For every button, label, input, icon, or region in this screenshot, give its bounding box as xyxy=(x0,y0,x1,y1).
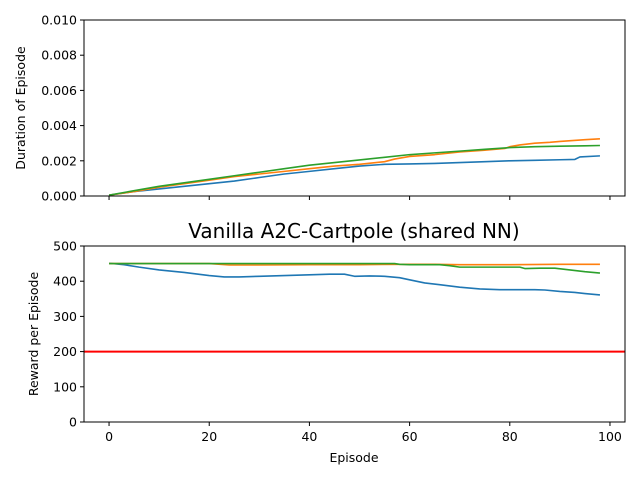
duration-plot-frame xyxy=(83,19,626,197)
reward-x-axis-label: Episode xyxy=(329,450,378,465)
reward-x-tick-label: 40 xyxy=(301,429,317,444)
reward-x-tick-label: 20 xyxy=(201,429,217,444)
reward-series-line-2 xyxy=(109,262,601,274)
duration-series-line-2 xyxy=(108,144,600,196)
duration-series-line-0 xyxy=(108,155,600,196)
duration-x-axis xyxy=(108,196,611,200)
duration-y-tick-label: 0.004 xyxy=(41,118,77,133)
duration-y-tick-label: 0.008 xyxy=(41,48,77,63)
reward-series-line-0 xyxy=(108,262,601,296)
reward-y-axis-label: Reward per Episode xyxy=(26,272,41,397)
reward-y-tick-label: 0 xyxy=(69,415,77,430)
reward-x-tick-label: 0 xyxy=(105,429,113,444)
reward-plot-frame xyxy=(83,245,626,423)
reward-y-tick-label: 200 xyxy=(53,344,77,359)
duration-plot-area xyxy=(84,20,625,196)
reward-y-axis: 0 100 200 300 400 500 xyxy=(53,239,84,430)
reward-chart: 0 100 200 300 400 500 0 20 40 60 80 100 Vanilla A2… xyxy=(26,219,626,465)
reward-series-group xyxy=(108,262,601,296)
reward-x-tick-label: 100 xyxy=(598,429,622,444)
duration-y-axis: 0.000 0.002 0.004 0.006 0.008 0.010 xyxy=(41,13,84,204)
reward-y-tick-label: 100 xyxy=(53,379,77,394)
duration-series-group xyxy=(108,138,600,196)
reward-x-tick-label: 80 xyxy=(502,429,518,444)
duration-y-tick-label: 0.006 xyxy=(41,83,77,98)
reward-plot-area xyxy=(84,246,625,422)
duration-series-line-1 xyxy=(108,138,600,196)
duration-y-tick-label: 0.002 xyxy=(41,153,77,168)
chart-title: Vanilla A2C-Cartpole (shared NN) xyxy=(188,219,519,243)
reward-y-tick-label: 500 xyxy=(53,239,77,254)
duration-chart: 0.000 0.002 0.004 0.006 0.008 0.010 Duration … xyxy=(13,13,626,204)
reward-x-axis: 0 20 40 60 80 100 xyxy=(105,422,622,444)
duration-y-tick-label: 0.000 xyxy=(41,189,77,204)
duration-y-axis-label: Duration of Episode xyxy=(13,46,28,170)
reward-x-tick-label: 60 xyxy=(402,429,418,444)
reward-y-tick-label: 400 xyxy=(53,274,77,289)
duration-y-tick-label: 0.010 xyxy=(41,13,77,28)
reward-y-tick-label: 300 xyxy=(53,309,77,324)
